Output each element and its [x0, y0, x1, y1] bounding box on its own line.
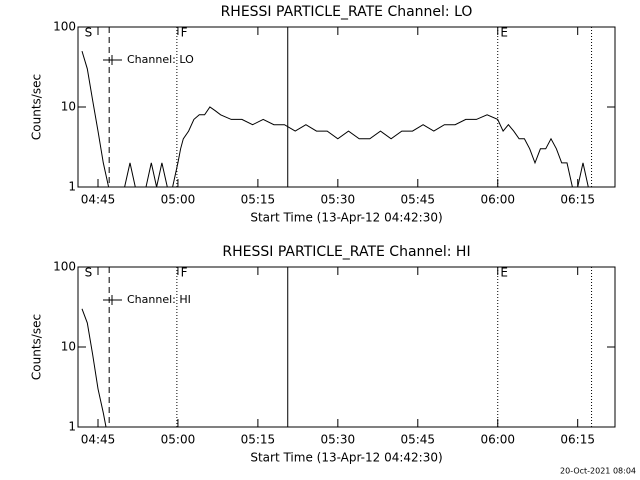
- x-axis-label: Start Time (13-Apr-12 04:42:30): [250, 211, 442, 225]
- flag-label: F: [181, 26, 188, 40]
- x-tick-label: 05:00: [161, 193, 196, 207]
- x-tick-label: 06:15: [560, 433, 595, 447]
- x-tick-label: 05:00: [161, 433, 196, 447]
- x-tick-label: 04:45: [81, 193, 116, 207]
- legend-label: Channel: HI: [127, 293, 191, 306]
- chart-title: RHESSI PARTICLE_RATE Channel: HI: [222, 244, 470, 260]
- y-axis-label: Counts/sec: [30, 74, 44, 140]
- legend-label: Channel: LO: [127, 53, 194, 66]
- flag-label: F: [181, 266, 188, 280]
- flag-label: E: [500, 266, 508, 280]
- y-tick-label: 10: [61, 340, 76, 354]
- x-tick-label: 06:15: [560, 193, 595, 207]
- x-tick-label: 05:45: [400, 433, 435, 447]
- y-tick-label: 1: [68, 420, 76, 434]
- flag-label: S: [85, 26, 93, 40]
- flag-label: S: [85, 266, 93, 280]
- footer: 20-Oct-2021 08:04: [560, 467, 636, 476]
- x-tick-label: 04:45: [81, 433, 116, 447]
- x-tick-label: 06:00: [480, 433, 515, 447]
- flag-label: E: [500, 26, 508, 40]
- y-tick-label: 10: [61, 100, 76, 114]
- x-axis-label: Start Time (13-Apr-12 04:42:30): [250, 451, 442, 465]
- data-line: [81, 308, 107, 428]
- y-axis-label: Counts/sec: [30, 314, 44, 380]
- y-tick-label: 1: [68, 180, 76, 194]
- chart-title: RHESSI PARTICLE_RATE Channel: LO: [221, 4, 473, 20]
- y-tick-label: 100: [53, 260, 76, 274]
- y-tick-label: 100: [53, 20, 76, 34]
- data-line: [81, 50, 589, 188]
- x-tick-label: 05:30: [321, 193, 356, 207]
- x-tick-label: 05:15: [241, 433, 276, 447]
- x-tick-label: 05:30: [321, 433, 356, 447]
- x-tick-label: 06:00: [480, 193, 515, 207]
- x-tick-label: 05:45: [400, 193, 435, 207]
- x-tick-label: 05:15: [241, 193, 276, 207]
